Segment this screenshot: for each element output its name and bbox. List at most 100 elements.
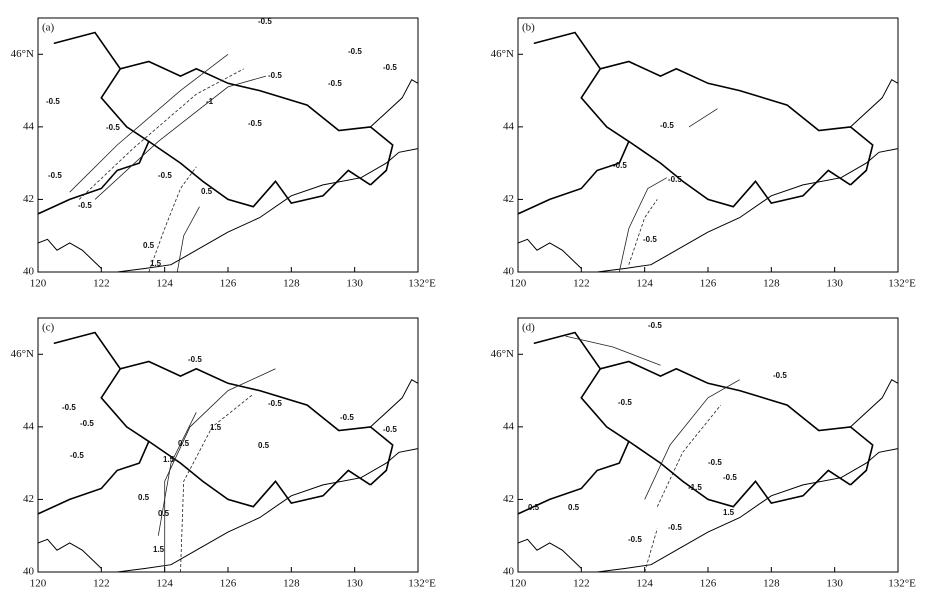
frame: [517, 17, 899, 273]
contour: [656, 404, 722, 507]
y-tick-label: 46°N: [11, 348, 34, 360]
contour-label: -0.5: [248, 119, 262, 128]
x-tick-label: 130: [346, 278, 363, 290]
contour: [565, 335, 661, 366]
panel-label: (d): [522, 322, 535, 334]
x-tick-label: 124: [156, 278, 173, 290]
y-tick-label: 44: [503, 420, 515, 432]
contour-label: 1.5: [163, 455, 175, 464]
contour-label: 1.5: [153, 545, 165, 554]
x-tick-label: 120: [30, 578, 47, 590]
contour-label: -0.5: [188, 355, 202, 364]
x-tick-label: 130: [826, 578, 843, 590]
contour: [157, 412, 197, 536]
contour-label: -0.5: [62, 403, 76, 412]
map-panel: (c)-0.5-0.5-0.5-0.5-0.5-0.5-0.50.51.50.5…: [11, 317, 436, 590]
map-panel: (b) -0.5 -0.5 -0.5 -0.5 120 122 124 126 128 130 132…: [491, 17, 916, 290]
contour-label: -0.5: [668, 175, 682, 184]
frame: [517, 317, 899, 573]
contour-label: -0.5: [628, 535, 642, 544]
contour-label: 0.5: [143, 241, 155, 250]
contour-label: -0.5: [643, 235, 657, 244]
contour: [688, 108, 718, 128]
boundary: [518, 238, 582, 269]
contour: [628, 199, 658, 265]
contour-label: -0.5: [613, 161, 627, 170]
contour: [644, 528, 658, 572]
contour-label: 0.5: [568, 503, 580, 512]
contour-label: -0.5: [340, 413, 354, 422]
contour: [176, 206, 200, 272]
boundary: [533, 331, 874, 486]
x-tick-label: 126: [700, 578, 717, 590]
boundary: [370, 79, 418, 128]
boundary: [628, 140, 851, 208]
contour: [94, 75, 267, 200]
panel-label: (a): [42, 22, 55, 34]
boundary: [53, 31, 394, 186]
contour-label: -0.5: [723, 473, 737, 482]
contour-label: -0.5: [48, 171, 62, 180]
x-tick-label: 132°E: [888, 578, 916, 590]
y-tick-label: 42: [503, 193, 514, 205]
y-tick-label: 42: [503, 493, 514, 505]
x-tick-label: 130: [826, 278, 843, 290]
y-tick-label: 46°N: [11, 48, 34, 60]
x-tick-label: 124: [156, 578, 173, 590]
boundary: [597, 148, 898, 272]
x-tick-label: 122: [93, 278, 110, 290]
y-tick-label: 46°N: [491, 348, 514, 360]
contour-label: 0.5: [201, 187, 213, 196]
x-tick-label: 132°E: [408, 278, 436, 290]
contour-label: -0.5: [46, 97, 60, 106]
boundary: [518, 368, 630, 515]
contour-label: -0.5: [660, 121, 674, 130]
contour-label: -0.5: [70, 451, 84, 460]
contour-label: -0.5: [158, 171, 172, 180]
contour-label: -0.5: [106, 123, 120, 132]
contour-label: -0.5: [80, 419, 94, 428]
contour-label: -0.5: [268, 71, 282, 80]
x-tick-label: 126: [700, 278, 717, 290]
contour-label: 1.5: [723, 508, 735, 517]
y-tick-label: 40: [503, 566, 515, 578]
x-tick-label: 120: [30, 278, 47, 290]
contour-label: -0.5: [328, 79, 342, 88]
map-panel: (d) -0.5-0.5-0.5-0.5-0.5-1.51.5-0.50.5 0.5…: [491, 317, 916, 590]
panel-label: (c): [42, 322, 55, 334]
x-tick-label: 126: [220, 578, 237, 590]
contour-label: 0.5: [258, 441, 270, 450]
boundary: [850, 79, 898, 128]
contour-label: -0.5: [708, 458, 722, 467]
x-tick-label: 124: [636, 578, 653, 590]
boundary: [38, 68, 150, 215]
boundary: [628, 440, 851, 508]
x-tick-label: 128: [283, 278, 300, 290]
frame: [37, 317, 419, 573]
boundary: [518, 538, 582, 569]
contour-label: -1: [206, 97, 214, 106]
contour-label: -1.5: [688, 483, 702, 492]
x-tick-label: 130: [346, 578, 363, 590]
contour: [78, 68, 244, 200]
map-content: [38, 31, 418, 272]
y-tick-label: 44: [23, 120, 35, 132]
x-tick-label: 132°E: [408, 578, 436, 590]
contour-label: -0.5: [348, 47, 362, 56]
map-panel: (a) -0.5 -0.5 -0.5 -0.5 -0.5 -0.5 -0.5 -1 -0.5 -0.…: [11, 17, 436, 289]
contour: [164, 368, 276, 572]
contour-label: 1.5: [150, 259, 162, 268]
boundary: [518, 68, 630, 215]
y-tick-label: 40: [503, 266, 515, 278]
panel-label: (b): [522, 22, 535, 34]
x-tick-label: 122: [93, 578, 110, 590]
boundary: [53, 331, 394, 486]
contour: [69, 53, 229, 193]
y-tick-label: 42: [23, 493, 34, 505]
contour-label: 0.5: [528, 503, 540, 512]
contour: [644, 379, 740, 500]
contour-label: 0.5: [138, 493, 150, 502]
x-tick-label: 120: [510, 578, 527, 590]
